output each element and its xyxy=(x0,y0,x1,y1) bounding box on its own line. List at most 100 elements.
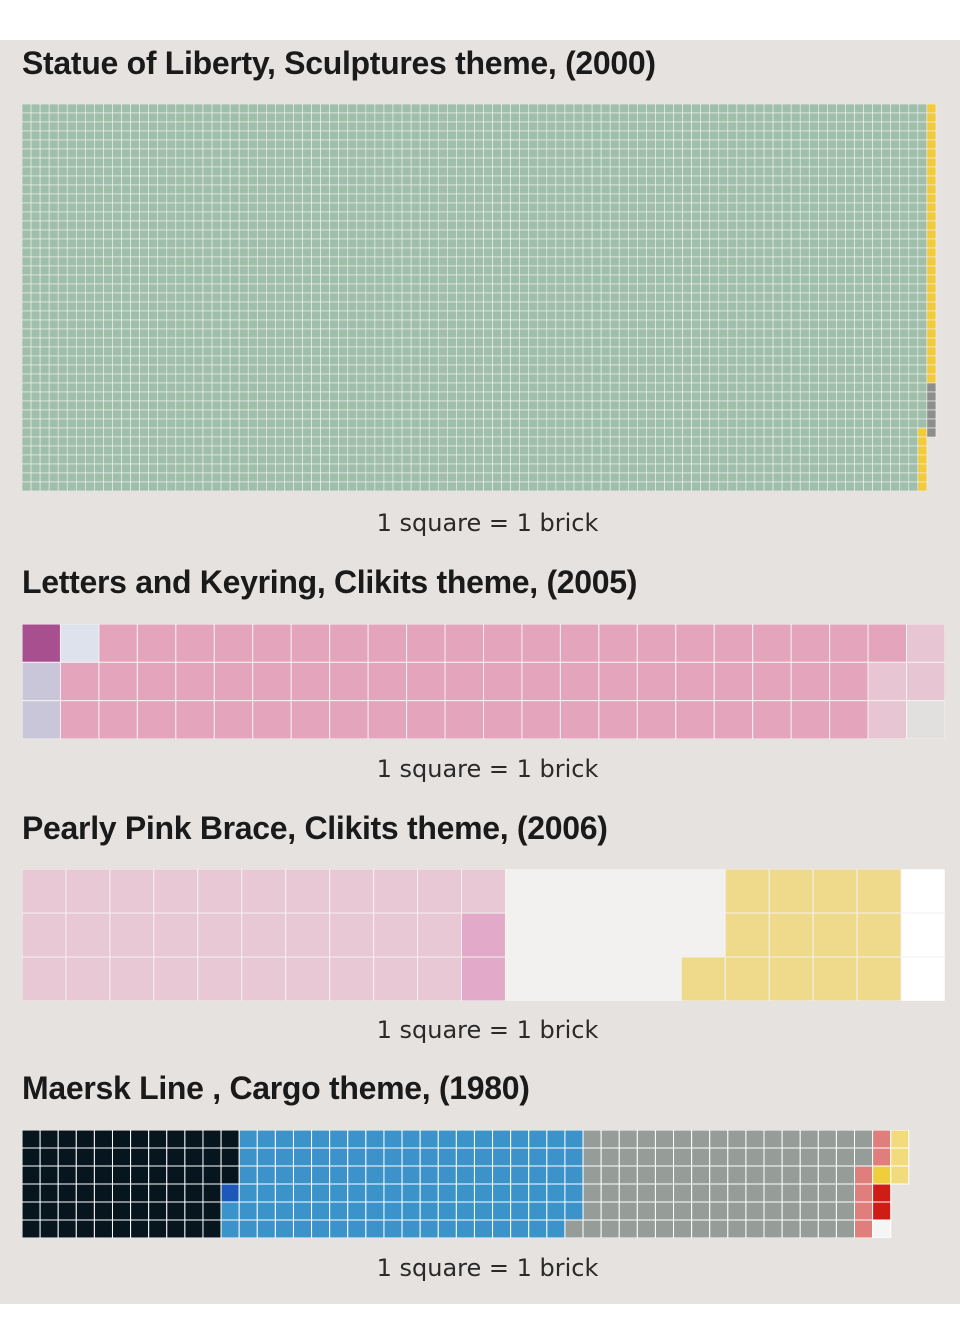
brick-square-series-0 xyxy=(600,104,611,114)
brick-square-series-0 xyxy=(772,454,783,465)
brick-square-series-0 xyxy=(148,256,159,267)
brick-square-series-0 xyxy=(836,454,846,465)
brick-square-series-0 xyxy=(94,247,104,258)
brick-square-series-0 xyxy=(419,202,430,213)
brick-square-series-0 xyxy=(238,265,249,276)
brick-square-series-0 xyxy=(347,256,358,267)
brick-square-series-0 xyxy=(220,472,231,483)
brick-square-series-0 xyxy=(184,166,195,177)
brick-square-series-0 xyxy=(329,202,340,213)
brick-square-series-0 xyxy=(103,112,113,123)
brick-square-series-0 xyxy=(356,166,367,177)
brick-square-series-0 xyxy=(609,211,620,222)
brick-square-series-0 xyxy=(790,409,801,420)
brick-square-series-0 xyxy=(365,130,376,141)
brick-square-series-0 xyxy=(329,427,340,438)
brick-square-series-0 xyxy=(836,166,846,177)
brick-square-series-0 xyxy=(103,445,113,456)
brick-square-series-0 xyxy=(781,337,792,348)
brick-square-series-0 xyxy=(57,184,68,195)
brick-square-series-0 xyxy=(157,202,168,213)
brick-square-series-0 xyxy=(474,310,484,321)
brick-square-series-0 xyxy=(57,472,68,483)
brick-square-series-0 xyxy=(646,238,656,249)
brick-square-series-0 xyxy=(609,247,620,258)
brick-square-series-0 xyxy=(745,373,756,384)
brick-square-series-0 xyxy=(510,454,520,465)
brick-square-series-0 xyxy=(465,355,475,366)
brick-square-series-0 xyxy=(284,202,294,213)
brick-square-series-0 xyxy=(700,193,711,204)
brick-square-series-0 xyxy=(582,400,593,411)
brick-square-series-0 xyxy=(899,175,910,186)
brick-square-series-0 xyxy=(383,445,394,456)
brick-square-series-0 xyxy=(22,391,32,402)
brick-square-series-0 xyxy=(899,337,910,348)
brick-square-series-0 xyxy=(845,166,855,177)
brick-square-series-0 xyxy=(799,355,810,366)
brick-square-series-2 xyxy=(256,1165,276,1185)
brick-square-series-0 xyxy=(827,247,837,258)
brick-square-series-0 xyxy=(148,481,159,491)
brick-square-series-0 xyxy=(437,445,448,456)
brick-square-series-0 xyxy=(754,274,765,285)
brick-square-series-0 xyxy=(799,211,810,222)
brick-square-series-0 xyxy=(238,409,249,420)
brick-square-series-0 xyxy=(881,364,892,375)
brick-square-series-0 xyxy=(293,202,303,213)
brick-square-series-0 xyxy=(193,355,204,366)
brick-square-series-0 xyxy=(365,400,376,411)
brick-square-series-0 xyxy=(627,418,638,429)
brick-square-series-0 xyxy=(293,427,303,438)
brick-square-series-0 xyxy=(157,157,168,168)
brick-square-series-0 xyxy=(618,337,629,348)
brick-square-series-0 xyxy=(85,121,95,132)
brick-square-series-5 xyxy=(872,1165,892,1185)
brick-square-series-0 xyxy=(483,355,493,366)
brick-square-series-0 xyxy=(718,112,729,123)
brick-square-series-0 xyxy=(546,238,557,249)
brick-square-series-0 xyxy=(428,445,439,456)
brick-square-series-0 xyxy=(365,148,376,159)
brick-square-series-0 xyxy=(700,157,711,168)
brick-square-series-0 xyxy=(763,148,774,159)
brick-square-series-0 xyxy=(836,193,846,204)
brick-square-series-0 xyxy=(374,112,385,123)
brick-square-series-0 xyxy=(709,463,720,474)
brick-square-series-0 xyxy=(410,427,421,438)
brick-square-series-0 xyxy=(799,301,810,312)
brick-square-series-0 xyxy=(85,355,95,366)
brick-square-series-3 xyxy=(582,1219,602,1238)
brick-square-series-0 xyxy=(94,238,104,249)
brick-square-series-0 xyxy=(456,247,466,258)
brick-square-series-0 xyxy=(808,130,819,141)
brick-square-series-0 xyxy=(347,229,358,240)
brick-square-series-0 xyxy=(754,400,765,411)
brick-square-series-0 xyxy=(48,346,59,357)
brick-square-series-0 xyxy=(863,256,873,267)
brick-square-series-0 xyxy=(854,427,864,438)
brick-square-series-0 xyxy=(148,157,159,168)
brick-square-series-0 xyxy=(845,427,855,438)
brick-square-series-0 xyxy=(691,265,701,276)
brick-square-series-0 xyxy=(908,229,919,240)
brick-square-series-0 xyxy=(184,256,195,267)
brick-square-series-0 xyxy=(655,139,665,150)
brick-square-series-0 xyxy=(311,211,321,222)
brick-square-series-0 xyxy=(790,454,801,465)
brick-square-series-0 xyxy=(383,373,394,384)
brick-square-series-0 xyxy=(302,220,312,231)
brick-square-series-0 xyxy=(591,436,602,447)
brick-square-series-0 xyxy=(872,175,882,186)
brick-square-series-0 xyxy=(85,166,95,177)
brick-square-series-0 xyxy=(57,1165,77,1185)
brick-square-series-0 xyxy=(103,265,113,276)
brick-square-series-0 xyxy=(374,274,385,285)
brick-square-series-0 xyxy=(908,463,919,474)
brick-square-series-0 xyxy=(745,283,756,294)
brick-square-series-0 xyxy=(410,274,421,285)
brick-square-series-0 xyxy=(130,220,140,231)
brick-square-series-0 xyxy=(772,292,783,303)
brick-square-series-0 xyxy=(664,148,674,159)
brick-square-series-0 xyxy=(772,436,783,447)
